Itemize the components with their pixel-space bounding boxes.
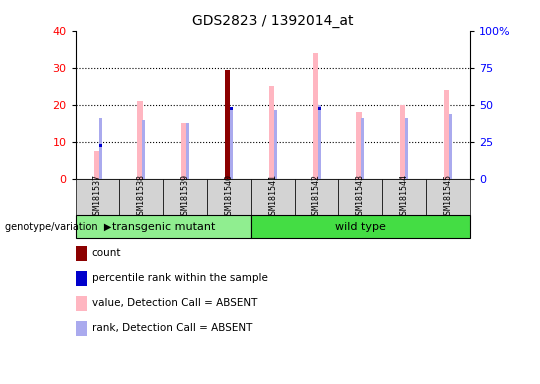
Title: GDS2823 / 1392014_at: GDS2823 / 1392014_at (192, 14, 354, 28)
Bar (225, 70, 230, 179)
Bar (361, 118, 365, 179)
Bar (251, 179, 295, 215)
Text: count: count (92, 248, 122, 258)
Bar (405, 118, 408, 179)
Bar (339, 179, 382, 215)
Bar (163, 179, 207, 215)
Text: GSM181538: GSM181538 (137, 174, 146, 219)
Bar (207, 179, 251, 215)
Bar (119, 179, 163, 215)
Bar (93, 151, 99, 179)
Text: genotype/variation  ▶: genotype/variation ▶ (5, 222, 112, 232)
Text: GSM181540: GSM181540 (225, 174, 233, 219)
Bar (230, 109, 233, 179)
Text: transgenic mutant: transgenic mutant (112, 222, 215, 232)
Bar (400, 105, 406, 179)
Bar (426, 179, 470, 215)
Text: GSM181545: GSM181545 (443, 174, 453, 219)
Text: GSM181539: GSM181539 (180, 174, 190, 219)
Bar (251, 215, 470, 238)
Bar (274, 110, 277, 179)
Bar (186, 123, 189, 179)
Text: GSM181541: GSM181541 (268, 174, 277, 219)
Text: GSM181542: GSM181542 (312, 174, 321, 219)
Bar (143, 119, 145, 179)
Text: GSM181543: GSM181543 (356, 174, 365, 219)
Bar (76, 179, 119, 215)
Bar (181, 123, 186, 179)
Bar (444, 90, 449, 179)
Text: wild type: wild type (335, 222, 386, 232)
Text: rank, Detection Call = ABSENT: rank, Detection Call = ABSENT (92, 323, 252, 333)
Text: value, Detection Call = ABSENT: value, Detection Call = ABSENT (92, 298, 257, 308)
Bar (313, 53, 318, 179)
Bar (137, 101, 143, 179)
Bar (76, 215, 251, 238)
Bar (318, 107, 321, 110)
Bar (382, 179, 426, 215)
Bar (318, 105, 321, 179)
Bar (99, 144, 102, 147)
Bar (449, 114, 452, 179)
Text: GSM181544: GSM181544 (400, 174, 409, 219)
Bar (356, 112, 362, 179)
Text: percentile rank within the sample: percentile rank within the sample (92, 273, 268, 283)
Bar (295, 179, 339, 215)
Text: GSM181537: GSM181537 (93, 174, 102, 219)
Bar (99, 118, 102, 179)
Bar (269, 86, 274, 179)
Bar (230, 107, 233, 110)
